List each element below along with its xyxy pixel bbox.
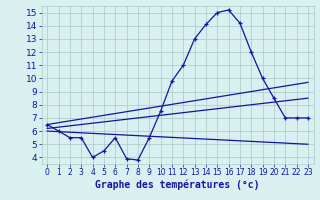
X-axis label: Graphe des températures (°c): Graphe des températures (°c) — [95, 180, 260, 190]
